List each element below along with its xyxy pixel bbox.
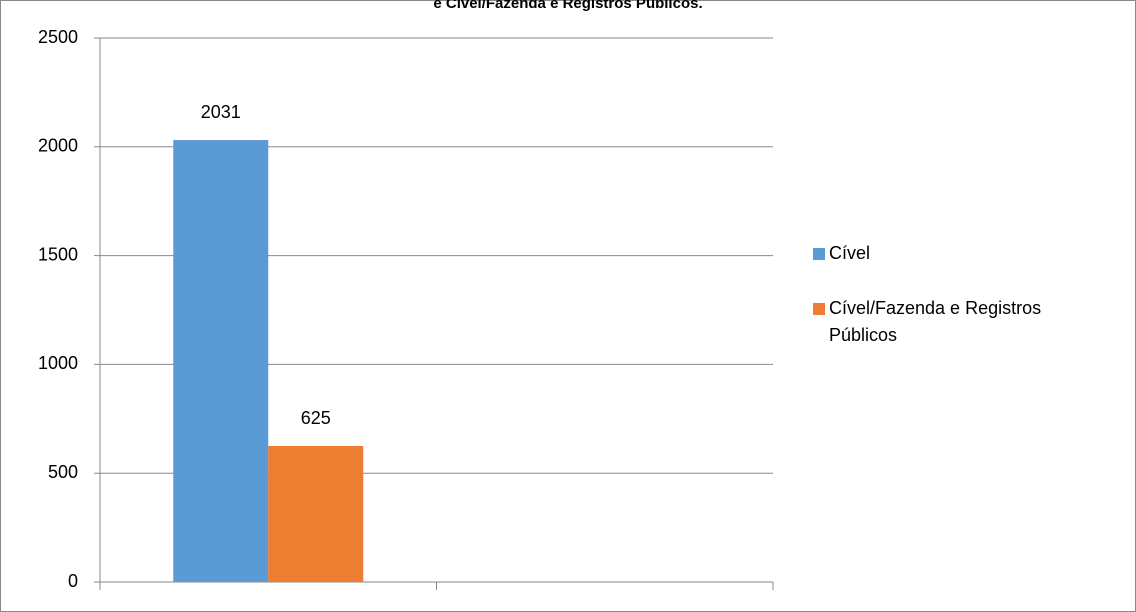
y-tick-label: 1000 [38, 353, 78, 373]
y-tick-label: 500 [48, 462, 78, 482]
legend-entry: Cível [813, 240, 1113, 267]
bar [268, 446, 364, 582]
legend: Cível Cível/Fazenda e Registros Públicos [813, 240, 1113, 377]
data-label: 625 [301, 408, 331, 428]
y-tick-label: 2000 [38, 136, 78, 156]
y-tick-label: 0 [68, 571, 78, 591]
legend-label: Cível/Fazenda e Registros Públicos [829, 298, 1042, 345]
legend-swatch [813, 303, 825, 315]
chart-title: e Cível/Fazenda e Registros Públicos. [433, 0, 702, 12]
legend-entry: Cível/Fazenda e Registros Públicos [813, 295, 1113, 349]
bar [173, 140, 269, 583]
legend-label: Cível [829, 243, 871, 263]
y-tick-label: 2500 [38, 27, 78, 47]
legend-swatch [813, 248, 825, 260]
y-tick-label: 1500 [38, 244, 78, 264]
data-label: 2031 [201, 102, 241, 122]
